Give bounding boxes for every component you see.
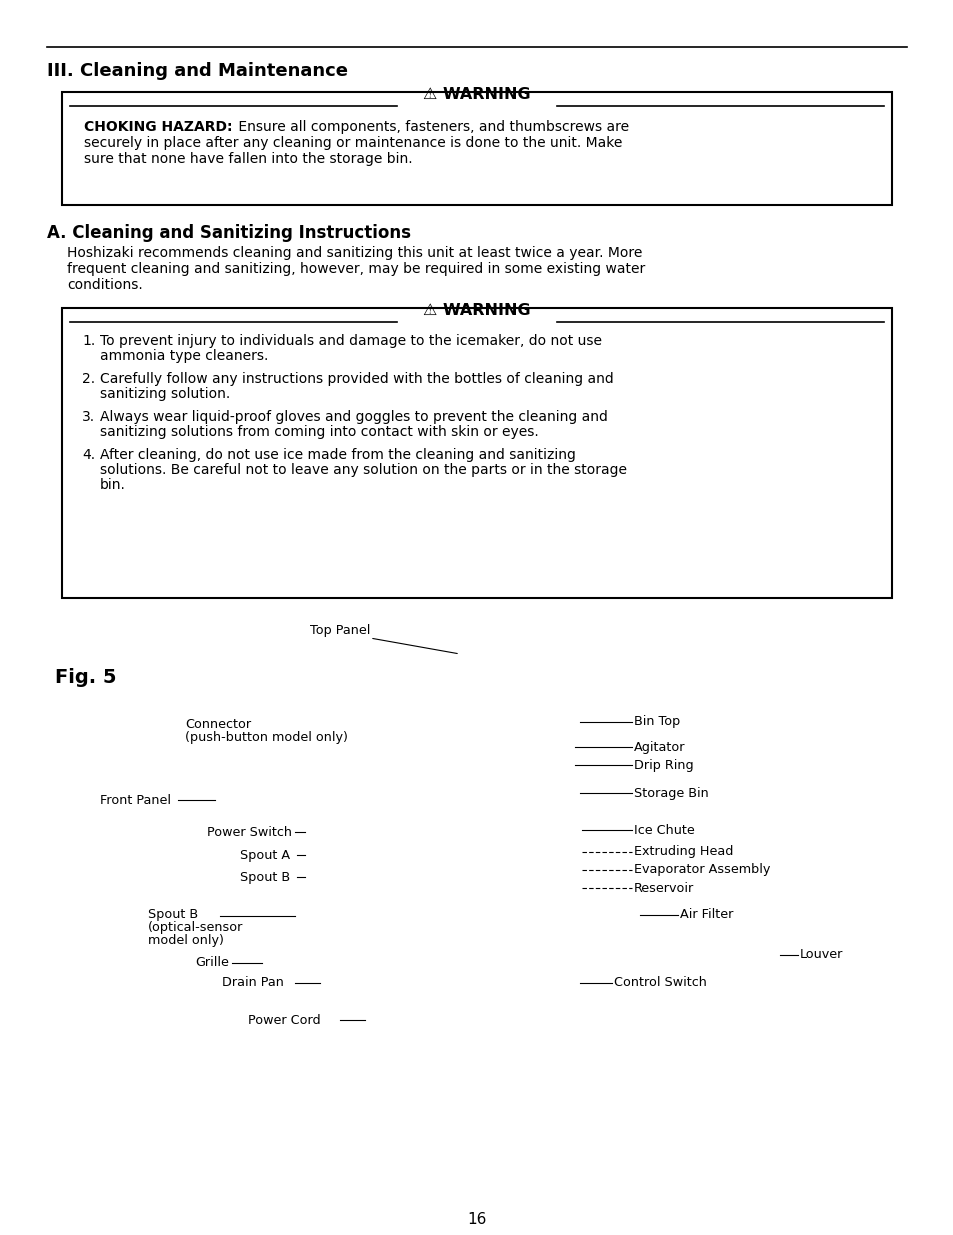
Text: Louver: Louver [800,948,842,962]
Text: 2.: 2. [82,372,95,387]
Text: sanitizing solutions from coming into contact with skin or eyes.: sanitizing solutions from coming into co… [100,425,538,438]
Text: To prevent injury to individuals and damage to the icemaker, do not use: To prevent injury to individuals and dam… [100,333,601,348]
Text: model only): model only) [148,934,224,947]
Text: securely in place after any cleaning or maintenance is done to the unit. Make: securely in place after any cleaning or … [84,136,621,149]
FancyBboxPatch shape [62,308,891,598]
Text: conditions.: conditions. [67,278,143,291]
Text: Spout A: Spout A [240,848,290,862]
Text: Spout B: Spout B [148,908,198,921]
Text: Extruding Head: Extruding Head [634,846,733,858]
Text: ⚠ WARNING: ⚠ WARNING [423,86,530,103]
Text: Control Switch: Control Switch [614,977,706,989]
Text: (push-button model only): (push-button model only) [185,731,348,743]
Text: Drip Ring: Drip Ring [634,758,693,772]
Text: Grille: Grille [194,956,229,969]
Text: Agitator: Agitator [634,741,685,753]
Text: Power Cord: Power Cord [248,1014,320,1026]
Text: bin.: bin. [100,478,126,492]
Text: ⚠ WARNING: ⚠ WARNING [423,303,530,317]
Text: Air Filter: Air Filter [679,909,733,921]
Text: 16: 16 [467,1212,486,1228]
Text: Fig. 5: Fig. 5 [55,668,116,687]
FancyBboxPatch shape [62,91,891,205]
Text: sure that none have fallen into the storage bin.: sure that none have fallen into the stor… [84,152,413,165]
Text: (optical-sensor: (optical-sensor [148,921,243,934]
Text: Always wear liquid-proof gloves and goggles to prevent the cleaning and: Always wear liquid-proof gloves and gogg… [100,410,607,424]
Text: After cleaning, do not use ice made from the cleaning and sanitizing: After cleaning, do not use ice made from… [100,448,576,462]
Text: Evaporator Assembly: Evaporator Assembly [634,863,770,877]
Text: Spout B: Spout B [240,871,290,883]
Text: frequent cleaning and sanitizing, however, may be required in some existing wate: frequent cleaning and sanitizing, howeve… [67,262,644,275]
Text: Storage Bin: Storage Bin [634,787,708,799]
Text: 3.: 3. [82,410,95,424]
Text: CHOKING HAZARD:: CHOKING HAZARD: [84,120,233,135]
Text: A. Cleaning and Sanitizing Instructions: A. Cleaning and Sanitizing Instructions [47,224,411,242]
Text: solutions. Be careful not to leave any solution on the parts or in the storage: solutions. Be careful not to leave any s… [100,463,626,477]
Text: Ice Chute: Ice Chute [634,824,694,836]
Text: Connector: Connector [185,718,251,731]
Text: 1.: 1. [82,333,95,348]
Text: Bin Top: Bin Top [634,715,679,729]
Text: Front Panel: Front Panel [100,794,171,806]
Text: ammonia type cleaners.: ammonia type cleaners. [100,350,268,363]
Text: Carefully follow any instructions provided with the bottles of cleaning and: Carefully follow any instructions provid… [100,372,613,387]
Text: Reservoir: Reservoir [634,882,694,894]
Text: sanitizing solution.: sanitizing solution. [100,387,230,401]
Text: Drain Pan: Drain Pan [222,977,284,989]
Text: Hoshizaki recommends cleaning and sanitizing this unit at least twice a year. Mo: Hoshizaki recommends cleaning and saniti… [67,246,641,261]
Text: III. Cleaning and Maintenance: III. Cleaning and Maintenance [47,62,348,80]
Text: Ensure all components, fasteners, and thumbscrews are: Ensure all components, fasteners, and th… [234,120,629,135]
Text: Top Panel: Top Panel [310,624,370,637]
Text: Power Switch: Power Switch [207,825,292,839]
Text: 4.: 4. [82,448,95,462]
